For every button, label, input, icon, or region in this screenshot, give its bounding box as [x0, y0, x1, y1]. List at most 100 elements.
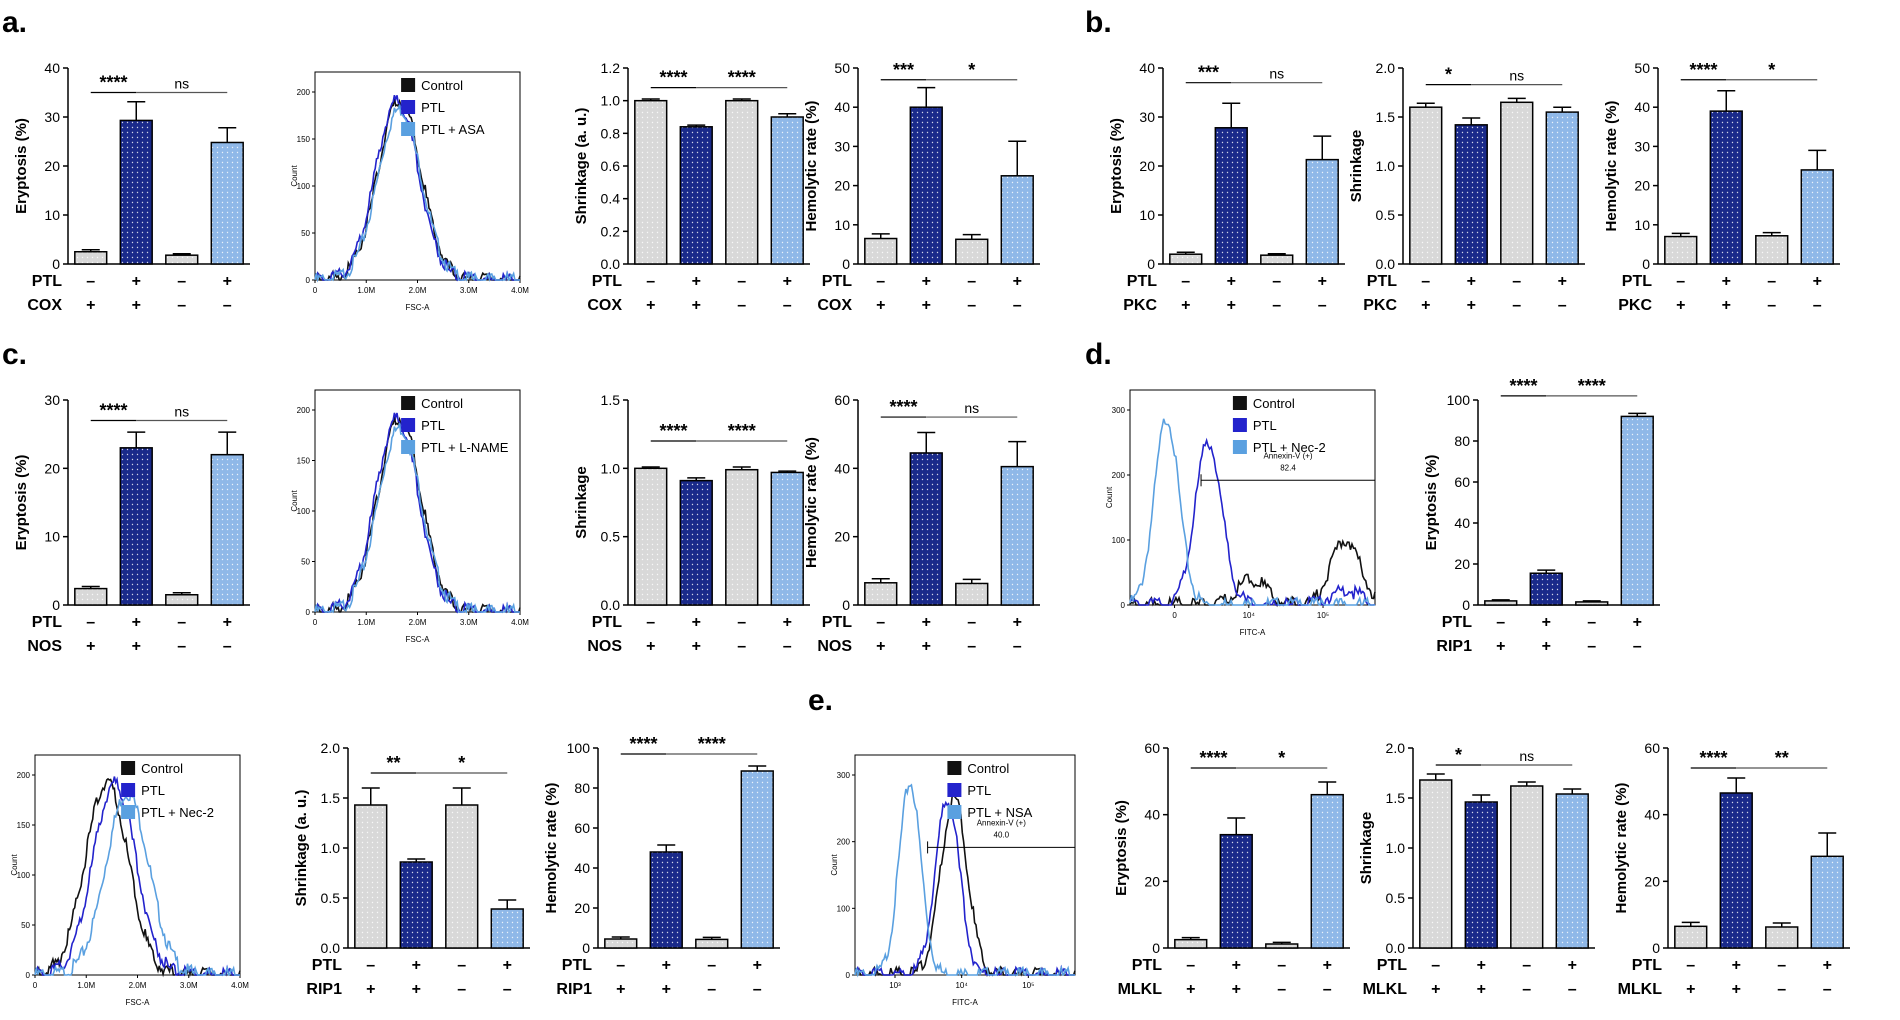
treatment-sign: – — [783, 638, 792, 655]
significance-label: ns — [964, 400, 979, 416]
legend-label: PTL — [967, 783, 991, 798]
y-tick-label: 0.5 — [321, 890, 341, 906]
x-tick-label: 4.0M — [511, 286, 529, 295]
legend-swatch — [401, 122, 416, 136]
significance-label: ns — [174, 404, 189, 420]
bar — [1000, 175, 1034, 265]
histogram-curve — [314, 94, 520, 282]
treatment-sign: – — [86, 273, 95, 290]
y-tick-label: 1.0 — [601, 93, 621, 109]
treatment-sign: + — [132, 614, 141, 631]
treatment-row-label: PTL — [562, 957, 592, 974]
bar — [119, 119, 153, 265]
treatment-sign: + — [1227, 297, 1236, 314]
y-tick-label: 0.0 — [601, 597, 621, 613]
y-tick-label: 200 — [297, 406, 311, 415]
y-tick-label: 0.6 — [601, 158, 621, 174]
treatment-sign: – — [1777, 981, 1786, 998]
y-tick-label: 0 — [842, 597, 850, 613]
y-tick-label: 40 — [1139, 60, 1155, 76]
chart-8-bar: 0 10 20 30 Eryptosis (%) **** ns PTL – + – + NOS + + – – — [13, 392, 250, 655]
treatment-sign: – — [1587, 614, 1596, 631]
bar — [1620, 415, 1654, 606]
y-tick-label: 20 — [1144, 873, 1160, 889]
y-axis-label: Eryptosis (%) — [1423, 455, 1440, 551]
treatment-row-label: PTL — [1377, 957, 1407, 974]
y-tick-label: 0.5 — [601, 529, 621, 545]
y-tick-label: 100 — [297, 182, 311, 191]
treatment-sign: – — [1431, 957, 1440, 974]
bar — [770, 471, 804, 606]
x-tick-label: 1.0M — [77, 981, 95, 990]
treatment-sign: – — [737, 297, 746, 314]
y-tick-label: 20 — [1454, 556, 1470, 572]
bar — [1510, 785, 1544, 949]
legend-label: PTL + ASA — [421, 122, 485, 137]
treatment-sign: – — [707, 981, 716, 998]
y-tick-label: 10 — [1634, 217, 1650, 233]
treatment-sign: + — [1542, 638, 1551, 655]
x-axis-label: FITC-A — [1240, 628, 1266, 637]
treatment-sign: – — [967, 297, 976, 314]
y-tick-label: 30 — [44, 109, 60, 125]
treatment-sign: – — [223, 297, 232, 314]
treatment-row-label: COX — [27, 297, 62, 314]
treatment-row-label: MLKL — [1118, 981, 1163, 998]
treatment-row-label: PTL — [1127, 273, 1157, 290]
x-tick-label: 10⁴ — [1243, 611, 1256, 620]
bar — [725, 99, 759, 265]
y-tick-label: 100 — [567, 740, 591, 756]
treatment-sign: + — [922, 614, 931, 631]
treatment-sign: + — [753, 957, 762, 974]
y-tick-label: 50 — [1634, 60, 1650, 76]
y-tick-label: 300 — [837, 771, 851, 780]
y-tick-label: 0 — [1462, 597, 1470, 613]
legend-swatch — [401, 396, 416, 410]
treatment-sign: + — [692, 273, 701, 290]
treatment-sign: – — [967, 614, 976, 631]
treatment-sign: + — [876, 297, 885, 314]
treatment-sign: + — [1323, 957, 1332, 974]
y-tick-label: 0.0 — [601, 256, 621, 272]
treatment-sign: + — [1232, 957, 1241, 974]
y-axis-label: Count — [10, 854, 19, 876]
y-axis-label: Eryptosis (%) — [1113, 800, 1130, 896]
y-tick-label: 30 — [1139, 109, 1155, 125]
treatment-sign: – — [876, 614, 885, 631]
y-tick-label: 0 — [1642, 256, 1650, 272]
treatment-sign: + — [1181, 297, 1190, 314]
bar — [1555, 793, 1589, 949]
bar — [1719, 792, 1753, 949]
y-tick-label: 40 — [834, 99, 850, 115]
y-tick-label: 20 — [44, 158, 60, 174]
bar — [634, 467, 668, 606]
y-tick-label: 20 — [1634, 178, 1650, 194]
y-tick-label: 40 — [834, 460, 850, 476]
y-axis-label: Hemolytic rate (%) — [1613, 783, 1630, 914]
significance-label: * — [968, 60, 975, 80]
bar — [165, 254, 199, 265]
x-tick-label: 3.0M — [460, 618, 478, 627]
treatment-row-label: PTL — [32, 273, 62, 290]
y-tick-label: 30 — [834, 138, 850, 154]
y-tick-label: 30 — [1634, 138, 1650, 154]
chart-19-bar: 0.0 0.5 1.0 1.5 2.0 Shrinkage * ns PTL – + – + MLKL + +… — [1358, 740, 1595, 998]
treatment-sign: + — [616, 981, 625, 998]
bar — [1169, 253, 1203, 265]
legend-swatch — [947, 805, 962, 819]
y-tick-label: 1.5 — [1376, 109, 1396, 125]
treatment-row-label: COX — [817, 297, 852, 314]
bar — [909, 106, 943, 265]
significance-label: ** — [1775, 748, 1789, 768]
gate-label: Annexin-V (+) — [1263, 451, 1312, 460]
y-tick-label: 0 — [582, 940, 590, 956]
x-tick-label: 10⁵ — [1022, 981, 1034, 990]
chart-14-histogram: 0 50 100 150 200 0 1.0M 2.0M 3.0M 4.0M FSC-A Count C… — [10, 754, 249, 1007]
x-tick-label: 2.0M — [409, 286, 427, 295]
legend-label: PTL + NSA — [967, 805, 1032, 820]
y-tick-label: 0 — [52, 597, 60, 613]
y-tick-label: 2.0 — [1376, 60, 1396, 76]
treatment-sign: + — [132, 638, 141, 655]
treatment-sign: – — [1512, 297, 1521, 314]
